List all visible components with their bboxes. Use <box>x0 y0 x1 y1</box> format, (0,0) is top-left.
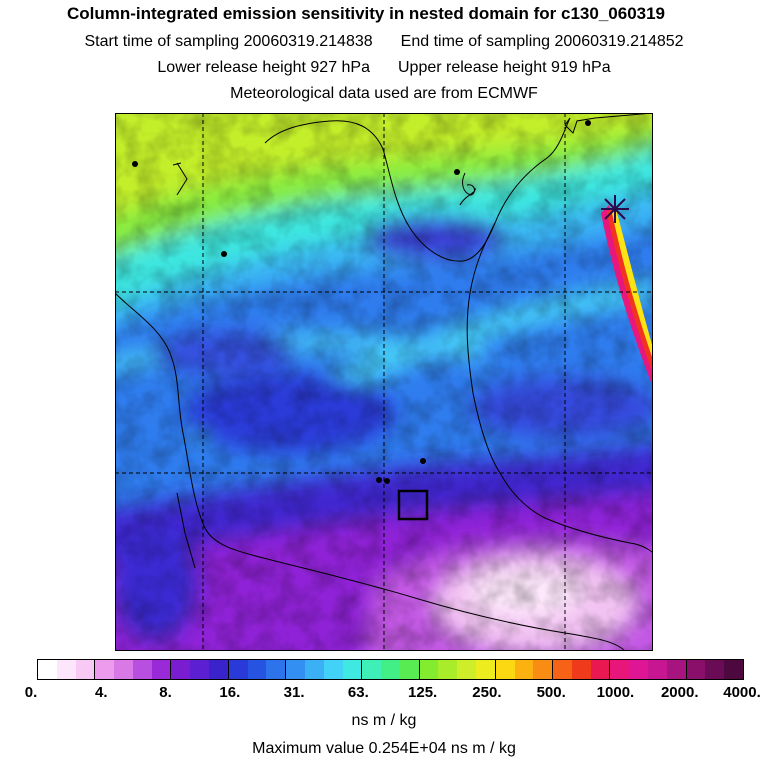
colorbar-segment <box>666 660 687 679</box>
colorbar-segment <box>648 660 667 679</box>
colorbar-segment <box>438 660 458 679</box>
colorbar-segment <box>724 660 743 679</box>
colorbar-segment <box>304 660 324 679</box>
colorbar-segment <box>571 660 591 679</box>
city-markers <box>132 120 591 484</box>
colorbar-tick-label: 500. <box>536 684 566 701</box>
colorbar-segment <box>610 660 630 679</box>
colorbar-tick-label: 16. <box>219 684 241 701</box>
plume-red <box>607 207 653 374</box>
colorbar-segment <box>228 660 248 679</box>
colorbar-segment <box>362 660 382 679</box>
sampling-times: Start time of sampling 20060319.214838 En… <box>0 33 768 51</box>
release-point-marker <box>601 195 629 223</box>
colorbar <box>37 659 744 680</box>
colorbar-tick-label: 4000. <box>723 684 761 701</box>
colorbar-tick-label: 2000. <box>660 684 699 701</box>
colorbar-segment <box>95 660 115 679</box>
colorbar-segment <box>38 660 57 679</box>
colorbar-segment <box>399 660 420 679</box>
release-heights: Lower release height 927 hPa Upper releas… <box>0 59 768 77</box>
colorbar-segment <box>132 660 152 679</box>
colorbar-segment <box>514 660 534 679</box>
release-upper: Upper release height 919 hPa <box>398 59 611 76</box>
colorbar-units: ns m / kg <box>351 712 417 729</box>
colorbar-segment <box>209 660 229 679</box>
colorbar-segment <box>151 660 172 679</box>
colorbar-segment <box>705 660 725 679</box>
plume-magenta-edge <box>601 205 653 388</box>
map-frame <box>115 113 653 651</box>
colorbar-tick-label: 250. <box>472 684 502 701</box>
colorbar-segment <box>553 660 572 679</box>
release-lower: Lower release height 927 hPa <box>157 59 370 76</box>
colorbar-tick-label: 63. <box>347 684 369 701</box>
colorbar-segment <box>495 660 515 679</box>
colorbar-segment <box>171 660 191 679</box>
colorbar-segment <box>533 660 554 679</box>
colorbar-segment <box>266 660 287 679</box>
colorbar-segment <box>381 660 400 679</box>
coastline <box>115 113 653 651</box>
grid-lines <box>115 113 653 651</box>
colorbar-segment <box>475 660 496 679</box>
colorbar-segment <box>56 660 76 679</box>
colorbar-segment <box>323 660 343 679</box>
sampling-end: End time of sampling 20060319.214852 <box>400 33 684 50</box>
colorbar-tick-label: 125. <box>408 684 438 701</box>
plot-title: Column-integrated emission sensitivity i… <box>66 4 666 23</box>
colorbar-segment <box>419 660 439 679</box>
colorbar-tick-label: 0. <box>24 684 38 701</box>
colorbar-segment <box>342 660 363 679</box>
plume <box>601 205 653 388</box>
colorbar-tick-label: 4. <box>95 684 108 701</box>
colorbar-segment <box>247 660 267 679</box>
plume-yellow-core <box>612 209 653 360</box>
sampling-start: Start time of sampling 20060319.214838 <box>84 33 373 50</box>
met-data-source: Meteorological data used are from ECMWF <box>230 85 538 102</box>
colorbar-tick-label: 1000. <box>596 684 635 701</box>
colorbar-tick-label: 8. <box>159 684 172 701</box>
receptor-box <box>397 489 429 521</box>
colorbar-segment <box>457 660 476 679</box>
maximum-value: Maximum value 0.254E+04 ns m / kg <box>252 740 516 757</box>
colorbar-segment <box>114 660 133 679</box>
colorbar-segment <box>590 660 611 679</box>
colorbar-tick-label: 31. <box>283 684 305 701</box>
colorbar-segment <box>190 660 210 679</box>
colorbar-segment <box>629 660 648 679</box>
colorbar-segment <box>75 660 96 679</box>
colorbar-segment <box>286 660 305 679</box>
colorbar-segment <box>686 660 706 679</box>
sensitivity-map <box>115 113 653 651</box>
